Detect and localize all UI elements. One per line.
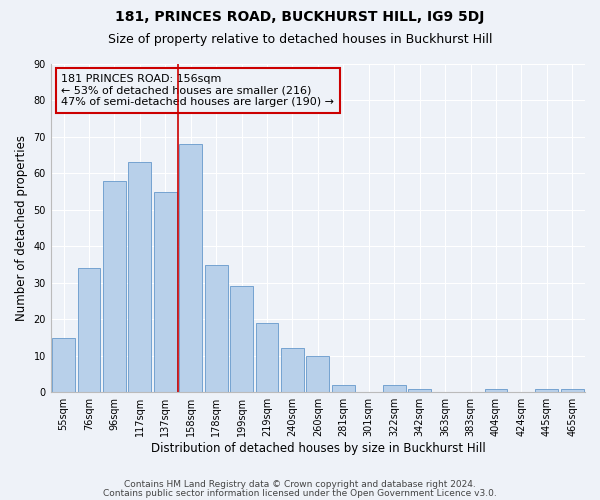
Bar: [408, 388, 431, 392]
Text: 181, PRINCES ROAD, BUCKHURST HILL, IG9 5DJ: 181, PRINCES ROAD, BUCKHURST HILL, IG9 5…: [115, 10, 485, 24]
Y-axis label: Number of detached properties: Number of detached properties: [15, 135, 28, 321]
Bar: [128, 162, 151, 392]
X-axis label: Distribution of detached houses by size in Buckhurst Hill: Distribution of detached houses by size …: [151, 442, 485, 455]
Bar: [205, 264, 227, 392]
Bar: [179, 144, 202, 392]
Bar: [561, 388, 584, 392]
Bar: [52, 338, 75, 392]
Bar: [77, 268, 100, 392]
Text: Size of property relative to detached houses in Buckhurst Hill: Size of property relative to detached ho…: [108, 32, 492, 46]
Bar: [383, 385, 406, 392]
Bar: [307, 356, 329, 392]
Text: Contains public sector information licensed under the Open Government Licence v3: Contains public sector information licen…: [103, 488, 497, 498]
Bar: [281, 348, 304, 392]
Text: 181 PRINCES ROAD: 156sqm
← 53% of detached houses are smaller (216)
47% of semi-: 181 PRINCES ROAD: 156sqm ← 53% of detach…: [61, 74, 334, 107]
Text: Contains HM Land Registry data © Crown copyright and database right 2024.: Contains HM Land Registry data © Crown c…: [124, 480, 476, 489]
Bar: [230, 286, 253, 392]
Bar: [332, 385, 355, 392]
Bar: [485, 388, 508, 392]
Bar: [256, 323, 278, 392]
Bar: [535, 388, 558, 392]
Bar: [103, 180, 126, 392]
Bar: [154, 192, 177, 392]
